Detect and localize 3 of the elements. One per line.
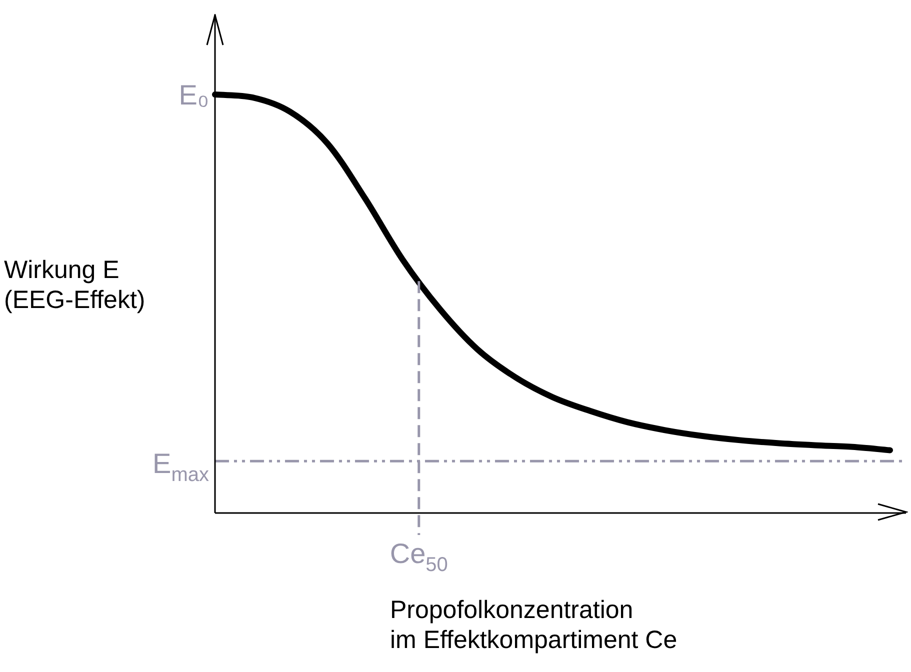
y-axis-title: Wirkung E (EEG-Effekt) [4,255,146,315]
text: E₀ [178,80,209,111]
x-axis-title: Propofolkonzentration im Effektkompartiment Ce [390,595,678,655]
